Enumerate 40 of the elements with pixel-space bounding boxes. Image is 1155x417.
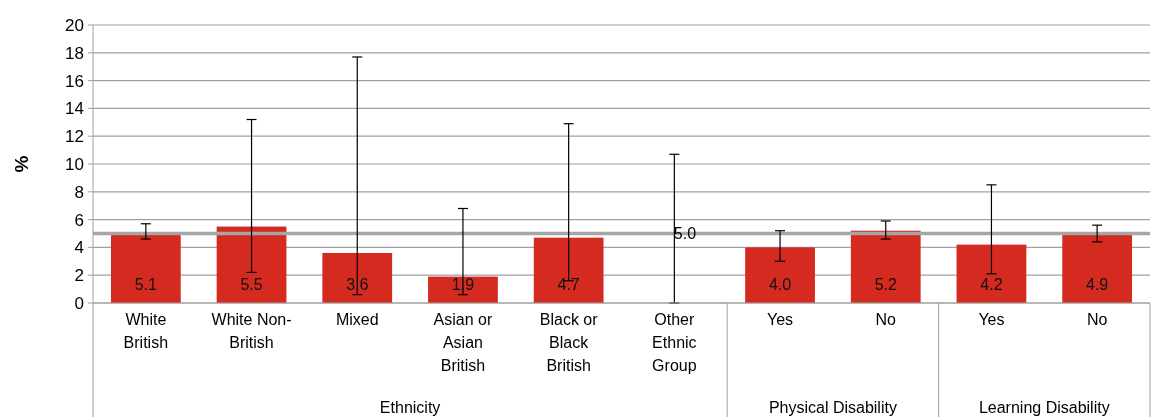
y-tick-label: 20 xyxy=(65,15,84,35)
bar xyxy=(322,252,393,303)
y-tick-label: 0 xyxy=(74,293,84,313)
x-tick-label: Other Ethnic Group xyxy=(652,311,697,374)
y-tick-label: 6 xyxy=(74,210,84,230)
y-tick-label: 2 xyxy=(74,266,84,286)
bar xyxy=(110,232,181,303)
x-tick-label: Yes xyxy=(978,311,1005,328)
y-tick-label: 14 xyxy=(65,99,84,119)
data-label: 4.2 xyxy=(980,276,1003,293)
y-axis-title: % xyxy=(11,155,32,173)
x-tick-label: Yes xyxy=(767,311,794,328)
x-tick-label: No xyxy=(875,311,897,328)
y-tick-label: 4 xyxy=(74,238,84,258)
bar xyxy=(533,237,604,303)
text: Physical Disability xyxy=(768,399,897,416)
y-tick-label: 18 xyxy=(65,43,84,63)
y-tick-label: 10 xyxy=(65,154,84,174)
bar xyxy=(1062,234,1133,303)
data-label: 5.5 xyxy=(240,276,263,293)
data-label: 4.0 xyxy=(768,276,792,293)
text: Ethnicity xyxy=(379,399,441,416)
bar xyxy=(850,230,921,303)
y-tick-label: 12 xyxy=(65,127,84,147)
bar xyxy=(956,244,1027,303)
x-tick-label: Mixed xyxy=(335,311,379,328)
x-tick-label: White Non-British xyxy=(211,311,292,351)
y-tick-label: 8 xyxy=(74,182,84,202)
bar xyxy=(216,226,287,303)
x-tick-label: Black or Black British xyxy=(539,311,599,374)
bar xyxy=(745,247,815,303)
data-label: 5.2 xyxy=(874,276,897,293)
data-label: 5.1 xyxy=(134,276,158,293)
x-tick-label: White British xyxy=(123,311,169,351)
data-label: 4.7 xyxy=(557,276,580,293)
data-label: 4.9 xyxy=(1086,276,1109,293)
text: Learning Disability xyxy=(978,399,1110,416)
x-tick-label: No xyxy=(1086,311,1108,328)
y-tick-label: 16 xyxy=(65,71,84,91)
x-tick-label: Asian or Asian British xyxy=(433,311,493,374)
